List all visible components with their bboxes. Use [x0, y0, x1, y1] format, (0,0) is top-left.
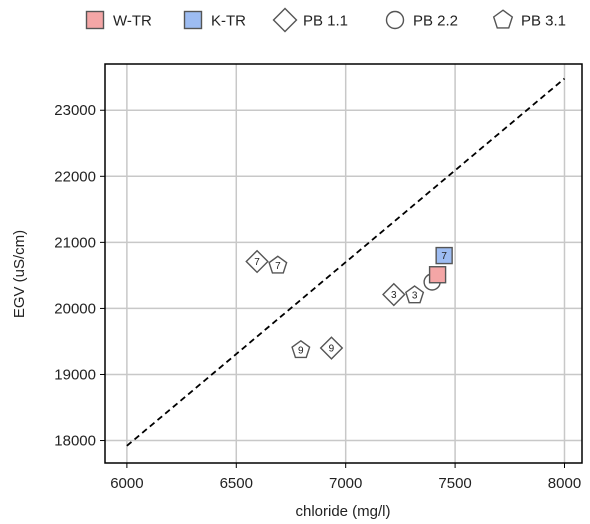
- x-tick-label: 8000: [548, 475, 581, 492]
- marker-k-tr: [435, 246, 453, 265]
- x-axis-ticks: 6000 6500 7000 7500 8000: [110, 463, 581, 492]
- reference-line-group: [126, 77, 566, 447]
- marker-label-pb-1-1: 7: [254, 257, 260, 268]
- marker-pb-3-1: [405, 285, 425, 304]
- marker-label-k-tr: 7: [441, 251, 447, 262]
- y-tick-label: 21000: [54, 234, 96, 251]
- marker-label-pb-3-1: 7: [275, 261, 281, 272]
- y-tick-label: 20000: [54, 300, 96, 317]
- marker-label-pb-3-1: 3: [412, 291, 418, 302]
- legend-marker-pb-3-1: [492, 9, 514, 29]
- plot-area-frame: [104, 63, 583, 464]
- marker-label-pb-3-1: 9: [298, 346, 304, 357]
- x-tick-label: 6500: [220, 475, 253, 492]
- legend-marker-pb-1-1: [272, 7, 298, 33]
- legend-marker-w-tr: [85, 10, 105, 30]
- legend-label-pb-1-1: PB 1.1: [303, 13, 348, 30]
- legend-label-w-tr: W-TR: [113, 13, 152, 30]
- x-axis-label: chloride (mg/l): [295, 503, 390, 520]
- marker-label-pb-1-1: 3: [391, 290, 397, 301]
- grid-lines: [105, 64, 582, 463]
- marker-label-pb-1-1: 9: [329, 344, 335, 355]
- legend-marker-k-tr: [183, 10, 203, 30]
- marker-pb-1-1: [382, 282, 406, 307]
- legend-label-pb-2-2: PB 2.2: [413, 13, 458, 30]
- legend-label-k-tr: K-TR: [211, 13, 246, 30]
- marker-pb-1-1: [245, 249, 269, 274]
- y-tick-label: 18000: [54, 433, 96, 450]
- y-axis-ticks: 18000 19000 20000 21000 22000 23000: [54, 102, 105, 450]
- y-tick-label: 22000: [54, 168, 96, 185]
- legend: W-TR K-TR PB 1.1 PB 2.2 PB 3.1: [85, 7, 566, 33]
- legend-marker-pb-2-2: [385, 10, 405, 30]
- y-tick-label: 19000: [54, 366, 96, 383]
- legend-label-pb-3-1: PB 3.1: [521, 13, 566, 30]
- marker-pb-3-1: [268, 255, 288, 274]
- y-axis-label: EGV (uS/cm): [11, 230, 28, 318]
- marker-pb-3-1: [291, 339, 311, 359]
- x-tick-label: 7000: [329, 475, 362, 492]
- data-markers: 7 3 9 7 3 9 7: [245, 246, 453, 360]
- x-tick-label: 6000: [110, 475, 143, 492]
- marker-w-tr: [428, 266, 447, 284]
- x-tick-label: 7500: [438, 475, 471, 492]
- y-tick-label: 23000: [54, 102, 96, 119]
- reference-line: [126, 77, 566, 447]
- marker-pb-1-1: [319, 336, 344, 360]
